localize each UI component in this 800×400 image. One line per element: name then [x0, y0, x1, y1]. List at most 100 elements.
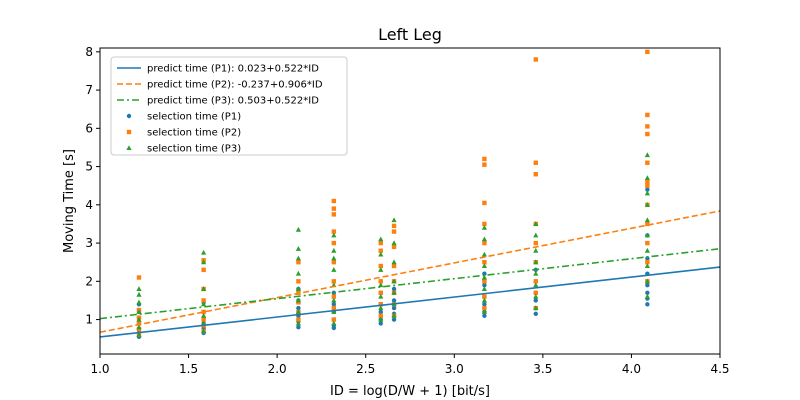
data-point: [295, 270, 301, 276]
data-point: [645, 282, 650, 288]
data-point: [645, 112, 650, 118]
data-point: [391, 312, 397, 318]
data-point: [201, 286, 207, 291]
data-point: [533, 305, 539, 311]
data-point: [136, 316, 142, 322]
data-point: [533, 270, 539, 276]
data-point: [331, 309, 337, 314]
data-point: [391, 305, 397, 311]
plot-area: [99, 49, 721, 339]
data-point: [201, 298, 206, 303]
data-point: [201, 267, 206, 273]
data-point: [645, 290, 650, 295]
data-point: [378, 240, 383, 246]
data-point: [644, 175, 650, 181]
legend-marker-swatch: [126, 113, 132, 119]
data-point: [482, 162, 487, 167]
data-point: [644, 247, 650, 253]
data-point: [533, 232, 539, 238]
y-tick-label: 2: [85, 274, 93, 288]
series-3: [136, 152, 650, 337]
data-point: [481, 274, 487, 280]
data-point: [378, 316, 384, 322]
data-point: [533, 290, 538, 295]
data-point: [533, 279, 538, 284]
x-tick-label: 2.5: [356, 362, 375, 376]
data-point: [533, 259, 539, 265]
data-point: [391, 286, 397, 292]
data-point: [378, 302, 383, 307]
x-tick-label: 3.0: [445, 362, 464, 376]
data-point: [331, 260, 337, 265]
data-point: [645, 124, 650, 129]
data-point: [296, 279, 301, 284]
data-point: [136, 286, 142, 291]
data-point: [645, 131, 650, 137]
legend-entry-series-2: selection time (P2): [147, 128, 241, 139]
y-tick-label: 4: [85, 198, 93, 212]
data-point: [331, 212, 337, 217]
data-point: [295, 297, 301, 303]
data-point: [378, 313, 383, 318]
data-point: [296, 317, 301, 322]
data-point: [533, 57, 538, 62]
data-point: [391, 229, 397, 234]
data-point: [644, 152, 650, 158]
data-point: [136, 291, 142, 297]
data-point: [644, 293, 650, 299]
data-point: [295, 246, 301, 251]
data-point: [645, 221, 650, 227]
data-point: [481, 297, 487, 303]
legend-marker-swatch: [126, 145, 132, 150]
data-point: [378, 293, 384, 299]
data-point: [533, 247, 539, 253]
data-point: [533, 311, 538, 317]
data-point: [201, 317, 206, 322]
data-point: [391, 259, 397, 265]
data-point: [378, 290, 383, 295]
y-tick-label: 3: [85, 236, 93, 250]
data-point: [331, 267, 337, 272]
data-point: [644, 190, 650, 196]
data-point: [136, 275, 142, 280]
data-point: [331, 305, 337, 311]
data-point: [331, 317, 337, 322]
y-tick-label: 8: [85, 45, 93, 59]
data-point: [201, 259, 207, 265]
x-tick-label: 4.5: [710, 362, 729, 376]
data-point: [378, 282, 384, 288]
data-point: [201, 309, 206, 315]
y-axis: 1 2 3 4 5 6 7 8: [85, 45, 100, 327]
data-point: [378, 321, 383, 326]
data-point: [533, 221, 539, 226]
legend: predict time (P1): 0.023+0.522*ID predict…: [110, 56, 348, 156]
data-point: [482, 305, 487, 311]
data-point: [201, 328, 207, 334]
y-tick-label: 5: [85, 160, 93, 174]
data-point: [378, 267, 384, 272]
data-point: [644, 263, 650, 269]
data-point: [644, 217, 650, 223]
data-point: [391, 240, 397, 246]
data-point: [331, 198, 337, 204]
data-point: [645, 240, 650, 246]
data-point: [645, 187, 650, 192]
data-point: [533, 240, 538, 246]
legend-entry-series-1: selection time (P1): [147, 112, 241, 123]
fit-line-3: [99, 247, 721, 320]
data-point: [378, 236, 384, 242]
data-point: [378, 251, 384, 257]
legend-box: [110, 56, 348, 156]
data-point: [482, 282, 487, 288]
x-axis: 1.0 1.5 2.0 2.5 3.0 3.5 4.0 4.5: [90, 354, 730, 376]
data-point: [331, 294, 337, 299]
data-point: [481, 309, 487, 314]
data-point: [331, 229, 337, 234]
data-point: [136, 309, 142, 314]
x-tick-label: 3.5: [533, 362, 552, 376]
data-point: [391, 290, 397, 295]
data-point: [296, 305, 301, 311]
data-point: [295, 226, 301, 232]
plot-frame: [99, 47, 721, 355]
data-point: [481, 286, 487, 291]
